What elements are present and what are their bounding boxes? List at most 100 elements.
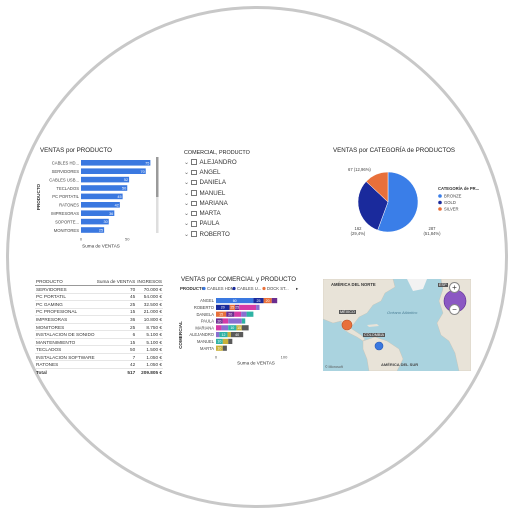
total-cell: 209.805 € [136, 368, 163, 376]
zoom-out-button[interactable]: − [449, 304, 460, 315]
category-label: CABLES USB... [49, 177, 79, 182]
checkbox[interactable] [191, 231, 197, 237]
circular-frame [6, 6, 508, 508]
checkbox[interactable] [191, 179, 197, 186]
segment-value: 25 [230, 306, 234, 310]
slicer-header: COMERCIAL, PRODUCTO [184, 150, 250, 156]
table-row[interactable]: MONITORES 25 8.750 € [35, 323, 163, 332]
cell-ventas: 15 [95, 338, 137, 347]
table-row[interactable]: PC PROFESIONAL 15 21.000 € [35, 308, 163, 317]
checkbox[interactable] [191, 190, 197, 196]
bar-segment [228, 325, 237, 331]
table-total-row: Total 517 209.805 € [35, 368, 163, 376]
bar-segment [229, 304, 236, 310]
slicer-item[interactable]: ⌄ MARTA [184, 208, 237, 218]
bar [81, 176, 130, 183]
table-row[interactable]: PC GAMING 25 32.500 € [35, 300, 163, 309]
category-label: MANUEL [197, 339, 215, 344]
table-row[interactable]: TECLADOS 50 1.500 € [35, 345, 163, 354]
legend-item: SILVER [444, 207, 459, 212]
slicer-item[interactable]: ⌄ MANUEL [184, 188, 237, 198]
legend-item: DOCK ST... [267, 286, 289, 291]
chevron-down-icon[interactable]: ⌄ [184, 231, 190, 238]
slice-label: 67 (12,96%) [348, 167, 371, 172]
table-row[interactable]: INSTALACION DE SONIDO 6 5.100 € [35, 330, 163, 339]
header-ingresos[interactable]: INGRESOS [136, 277, 163, 286]
bar-segment [236, 325, 242, 331]
stacked-chart[interactable]: PRODUCTO CABLES HDMI CABLES U... DOCK ST...… [178, 283, 318, 375]
legend-item: CABLES HDMI [207, 286, 235, 291]
cell-ingresos: 32.500 € [136, 300, 163, 309]
chevron-down-icon[interactable]: ⌄ [184, 180, 190, 187]
table-row[interactable]: PC PORTATIL 45 54.000 € [35, 293, 163, 302]
table-row[interactable]: INSTALACION SOFTWARE 7 1.050 € [35, 353, 163, 362]
cell-ventas: 6 [95, 330, 137, 339]
bar-segment [221, 325, 229, 331]
chevron-down-icon[interactable]: ⌄ [184, 200, 190, 207]
slicer-item[interactable]: ⌄ DANIELA [184, 178, 237, 188]
ventas-producto-title: VENTAS por PRODUCTO [40, 147, 112, 154]
header-producto[interactable]: PRODUCTO [35, 277, 96, 286]
pie-chart[interactable]: 287(51,84%) 162(29,4%) 67 (12,96%) CATEGORÍ… [330, 158, 490, 243]
checkbox[interactable] [191, 210, 197, 217]
yaxis-label: COMERCIAL [178, 321, 183, 349]
yaxis-label: PRODUCTO [36, 183, 41, 210]
slicer-item[interactable]: ⌄ ANGEL [184, 167, 237, 177]
chevron-down-icon[interactable]: ⌄ [184, 211, 190, 218]
cell-ingresos: 10.800 € [136, 315, 163, 324]
bar-segment [219, 332, 228, 338]
table-header-row: PRODUCTO Suma de VENTAS INGRESOS [35, 277, 163, 286]
checkbox[interactable] [191, 169, 197, 176]
checkbox[interactable] [191, 221, 197, 227]
comercial-slicer[interactable]: ⌄ ALEJANDRO ⌄ ANGEL ⌄ DANIELA ⌄ MANUEL ⌄ MARIANA ⌄… [184, 157, 237, 239]
bar [81, 193, 123, 200]
bar-segment [263, 298, 272, 304]
slice-label: (51,84%) [424, 231, 442, 236]
category-label: SERVIDORES [52, 169, 80, 174]
chevron-down-icon[interactable]: ⌄ [184, 169, 190, 176]
table-row[interactable]: SERVIDORES 70 70.000 € [35, 285, 163, 294]
segment-value: 10 [217, 340, 221, 344]
ventas-producto-chart[interactable]: PRODUCTO CABLES HD... 75 SERVIDORES 70 CABLES… [35, 155, 160, 250]
cell-ventas: 36 [95, 315, 137, 324]
header-ventas[interactable]: Suma de VENTAS [95, 277, 137, 286]
legend-marker [262, 286, 266, 291]
cell-producto: IMPRESORAS [35, 315, 96, 324]
table-row[interactable]: RATONES 42 1.050 € [35, 360, 163, 369]
slicer-item[interactable]: ⌄ ALEJANDRO [184, 157, 237, 167]
chevron-down-icon[interactable]: ⌄ [184, 159, 190, 166]
legend-marker [438, 207, 442, 211]
cell-ingresos: 21.000 € [136, 308, 163, 317]
slicer-item[interactable]: ⌄ ROBERTO [184, 229, 237, 239]
chevron-down-icon[interactable]: ⌄ [184, 221, 190, 228]
chevron-down-icon[interactable]: ⌄ [184, 190, 190, 197]
bar-value: 42 [115, 203, 119, 207]
slicer-item-label: ROBERTO [199, 230, 230, 238]
category-label: IMPRESORAS [51, 211, 79, 216]
table-row[interactable]: IMPRESORAS 36 10.800 € [35, 315, 163, 324]
bar-segment [222, 338, 229, 344]
cell-ingresos: 5.100 € [136, 338, 163, 347]
category-label: DANIELA [196, 312, 214, 317]
cell-ingresos: 8.750 € [136, 323, 163, 332]
sales-map[interactable]: AMÉRICA DEL NORTE MÉXICO COLOMBIA Océano… [323, 279, 471, 371]
table-row[interactable]: MANTENIMIENTO 15 5.100 € [35, 338, 163, 347]
cell-producto: MONITORES [35, 323, 96, 332]
checkbox[interactable] [191, 159, 197, 165]
bar [81, 160, 151, 166]
bar-value: 75 [145, 161, 149, 165]
slicer-item-label: MARIANA [199, 199, 228, 207]
bar-segment [241, 318, 246, 324]
total-cell: Total [35, 368, 96, 376]
category-label: PAULA [201, 319, 214, 324]
cell-ventas: 15 [95, 308, 137, 317]
category-label: MARIANA [195, 325, 214, 330]
bar-segment [241, 325, 249, 331]
bar-value: 52 [124, 178, 128, 182]
slicer-item[interactable]: ⌄ PAULA [184, 219, 237, 229]
zoom-in-button[interactable]: + [449, 282, 460, 293]
segment-value: 12 [221, 333, 225, 337]
slicer-item[interactable]: ⌄ MARIANA [184, 198, 237, 208]
checkbox[interactable] [191, 200, 197, 207]
cell-producto: PC PROFESIONAL [35, 308, 96, 317]
